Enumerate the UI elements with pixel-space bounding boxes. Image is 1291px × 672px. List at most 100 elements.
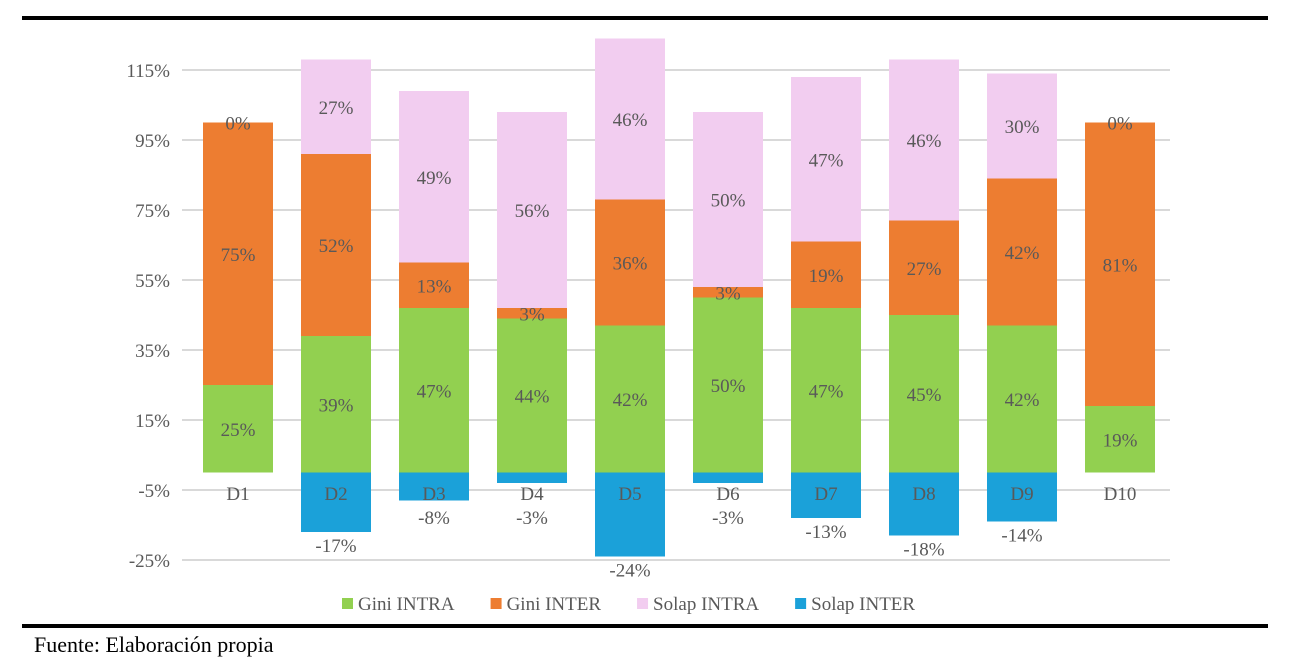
bar-gini-inter [203, 122, 273, 385]
bar-gini-inter [1085, 122, 1155, 406]
data-label: 56% [515, 201, 550, 222]
x-tick-label: D9 [1010, 484, 1033, 505]
bar-gini-intra [595, 325, 665, 473]
data-label: -18% [903, 540, 944, 561]
bar-gini-inter [693, 287, 763, 298]
data-label: 27% [319, 98, 354, 119]
stacked-bar-chart: 115% 95% 75% 55% 35% 15% -5% -25% 25% 75% 0% D1 39% 5… [126, 38, 1170, 615]
x-tick-label: D2 [324, 484, 347, 505]
data-label: 45% [907, 385, 942, 406]
data-label: 13% [417, 276, 452, 297]
data-label: 25% [221, 420, 256, 441]
bar-gini-intra [399, 308, 469, 473]
data-label: 39% [319, 395, 354, 416]
y-tick-label: 15% [135, 411, 170, 432]
y-tick-label: 55% [135, 271, 170, 292]
data-label: 81% [1103, 255, 1138, 276]
bar-solap-inter [595, 472, 665, 557]
bar-solap-inter [987, 472, 1057, 522]
x-tick-label: D10 [1104, 484, 1137, 505]
legend-swatch [795, 598, 807, 609]
data-label: 0% [225, 114, 251, 135]
y-tick-label: 75% [135, 201, 170, 222]
bar-solap-inter [301, 472, 371, 532]
data-label: -13% [805, 522, 846, 543]
bar-solap-inter [693, 472, 763, 483]
data-label: 19% [1103, 430, 1138, 451]
data-label: 50% [711, 376, 746, 397]
bar-gini-intra [497, 318, 567, 473]
y-tick-label: -5% [138, 481, 170, 502]
y-tick-label: -25% [129, 551, 170, 572]
data-label: 49% [417, 168, 452, 189]
data-label: -3% [712, 508, 744, 529]
source-note: Fuente: Elaboración propia [34, 632, 274, 657]
top-rule [22, 16, 1268, 20]
data-label: -14% [1001, 526, 1042, 547]
bar-solap-intra [693, 112, 763, 287]
legend-label: Gini INTRA [358, 594, 455, 615]
x-tick-label: D4 [520, 484, 544, 505]
y-tick-label: 95% [135, 131, 170, 152]
data-label: 36% [613, 254, 648, 275]
bar-solap-intra [301, 59, 371, 154]
bar-gini-inter [399, 262, 469, 308]
bar-gini-intra [693, 297, 763, 473]
data-label: 3% [519, 304, 545, 325]
data-label: 27% [907, 259, 942, 280]
data-label: -24% [609, 561, 650, 582]
bottom-rule [22, 624, 1268, 628]
bar-solap-intra [987, 73, 1057, 179]
data-label: 52% [319, 236, 354, 257]
legend-swatch [637, 598, 649, 609]
y-tick-label: 115% [126, 61, 170, 82]
data-label: 75% [221, 245, 256, 266]
bar-solap-intra [399, 91, 469, 263]
legend-swatch [342, 598, 353, 609]
bar-solap-intra [497, 112, 567, 308]
x-tick-label: D1 [226, 484, 249, 505]
legend-swatch [490, 598, 502, 609]
bar-gini-inter [595, 199, 665, 326]
data-label: 47% [417, 381, 452, 402]
data-label: 30% [1005, 117, 1040, 138]
bar-solap-inter [889, 472, 959, 536]
bar-gini-intra [203, 385, 273, 473]
x-tick-label: D8 [912, 484, 935, 505]
bar-solap-intra [595, 38, 665, 200]
data-label: 42% [1005, 390, 1040, 411]
legend-label: Solap INTRA [653, 594, 759, 615]
data-label: 42% [613, 390, 648, 411]
bar-solap-inter [497, 472, 567, 483]
data-label: -3% [516, 508, 548, 529]
data-label: 0% [1107, 114, 1133, 135]
bar-gini-intra [987, 325, 1057, 473]
x-tick-label: D3 [422, 484, 445, 505]
x-tick-label: D7 [814, 484, 837, 505]
bar-solap-inter [399, 472, 469, 501]
bar-gini-inter [497, 308, 567, 319]
data-label: 47% [809, 150, 844, 171]
data-label: 50% [711, 191, 746, 212]
legend-label: Gini INTER [507, 594, 602, 615]
legend-label: Solap INTER [811, 594, 915, 615]
bar-solap-intra [889, 59, 959, 221]
y-tick-label: 35% [135, 341, 170, 362]
data-label: -8% [418, 508, 450, 529]
bar-gini-inter [301, 154, 371, 336]
x-tick-label: D6 [716, 484, 739, 505]
bar-gini-intra [1085, 406, 1155, 473]
data-label: 44% [515, 387, 550, 408]
data-label: -17% [315, 536, 356, 557]
data-label: 47% [809, 381, 844, 402]
data-label: 46% [613, 110, 648, 131]
bar-gini-inter [889, 220, 959, 315]
bar-gini-inter [791, 241, 861, 308]
data-label: 46% [907, 131, 942, 152]
bar-gini-intra [301, 336, 371, 473]
data-label: 3% [715, 283, 741, 304]
bar-gini-intra [791, 308, 861, 473]
bar-gini-inter [987, 178, 1057, 326]
x-tick-label: D5 [618, 484, 641, 505]
bar-solap-inter [791, 472, 861, 518]
